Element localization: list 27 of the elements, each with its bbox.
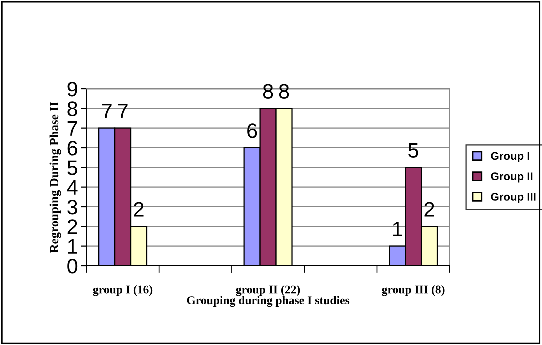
data-label: 7 — [102, 104, 112, 118]
y-tick-label: 1 — [68, 240, 78, 254]
x-tick-label: group II (22) — [236, 285, 300, 296]
data-label: 8 — [279, 84, 290, 99]
data-label: 5 — [408, 143, 418, 158]
legend-label: Group II — [491, 172, 533, 183]
y-tick-label: 3 — [68, 200, 78, 215]
x-tick-label: group III (8) — [382, 285, 445, 296]
y-tick-label: 8 — [68, 102, 78, 116]
data-label: 7 — [118, 104, 128, 118]
data-label: 6 — [248, 124, 258, 138]
x-axis-title: Grouping during phase I studies — [187, 296, 350, 308]
legend-label: Group III — [491, 193, 536, 204]
y-tick-label: 0 — [68, 258, 78, 274]
legend-label: Group I — [491, 152, 530, 162]
data-label: 2 — [134, 202, 144, 217]
x-tick-label: group I (16) — [93, 285, 153, 296]
y-tick-label: 4 — [67, 180, 78, 195]
y-axis-title: Regrouping During Phase II — [50, 102, 62, 254]
y-tick-label: 6 — [68, 141, 78, 156]
y-tick-label: 9 — [68, 82, 78, 97]
data-label: 1 — [393, 222, 402, 236]
y-tick-label: 7 — [68, 122, 78, 136]
data-label: 8 — [263, 84, 274, 99]
data-label: 2 — [424, 202, 434, 217]
y-tick-label: 5 — [68, 160, 78, 176]
y-tick-label: 2 — [68, 220, 78, 234]
